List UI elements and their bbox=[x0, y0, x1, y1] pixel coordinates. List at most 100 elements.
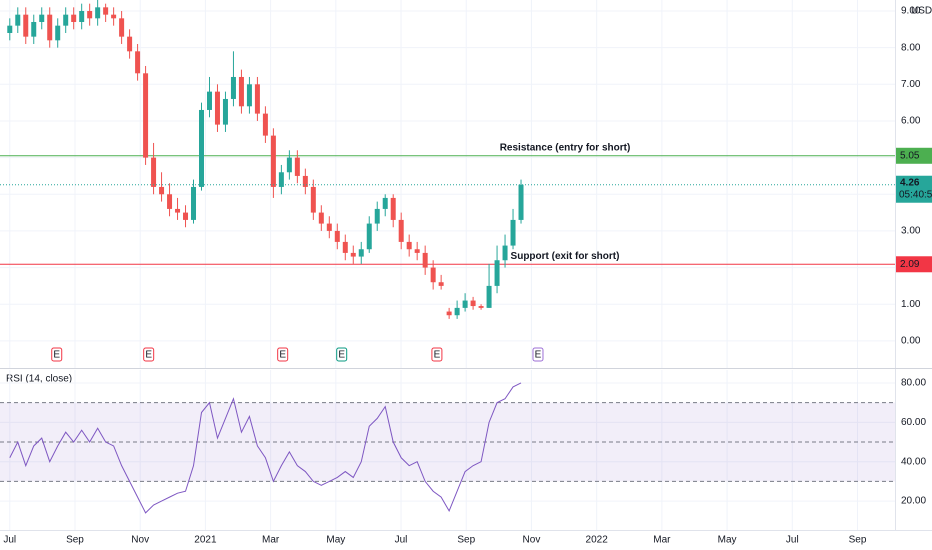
candle-body bbox=[135, 51, 141, 74]
event-label: E bbox=[434, 350, 441, 361]
candle-body bbox=[342, 241, 348, 253]
candle-body bbox=[430, 267, 436, 283]
candle-body bbox=[278, 172, 284, 187]
currency-label: USD bbox=[911, 6, 932, 17]
candle-body bbox=[87, 10, 93, 19]
price-tag-label: 2.09 bbox=[900, 259, 920, 270]
line-annotation: Resistance (entry for short) bbox=[500, 142, 631, 153]
candle-body bbox=[79, 10, 85, 22]
candle-body bbox=[270, 135, 276, 187]
countdown: 05:40:54 bbox=[899, 189, 932, 200]
line-annotation: Support (exit for short) bbox=[511, 251, 620, 262]
x-tick-label: 2021 bbox=[194, 535, 217, 546]
candle-body bbox=[222, 98, 228, 125]
rsi-tick-label: 60.00 bbox=[901, 417, 926, 428]
candle-body bbox=[191, 186, 197, 220]
candle-body bbox=[286, 157, 292, 173]
event-label: E bbox=[279, 350, 286, 361]
candle-body bbox=[470, 300, 476, 307]
candle-body bbox=[334, 230, 340, 242]
candle-body bbox=[254, 84, 260, 114]
y-tick-label: 6.00 bbox=[901, 116, 921, 127]
event-marker bbox=[532, 347, 544, 362]
price-tag-label: 5.05 bbox=[900, 150, 920, 161]
candle-body bbox=[294, 157, 300, 176]
candle-body bbox=[414, 249, 420, 253]
x-tick-label: Sep bbox=[457, 535, 475, 546]
candle-body bbox=[262, 113, 268, 136]
x-tick-label: 2022 bbox=[586, 535, 609, 546]
y-tick-label: 7.00 bbox=[901, 79, 921, 90]
candle-body bbox=[23, 14, 29, 37]
x-tick-label: May bbox=[718, 535, 737, 546]
candle-body bbox=[39, 14, 45, 22]
price-tag bbox=[896, 256, 932, 273]
candle-body bbox=[238, 76, 244, 107]
rsi-tick-label: 20.00 bbox=[901, 496, 926, 507]
candle-body bbox=[446, 311, 452, 316]
candle-body bbox=[326, 223, 332, 231]
candle-body bbox=[318, 212, 324, 224]
candle-body bbox=[111, 14, 117, 19]
price-tag bbox=[896, 147, 932, 164]
candle-body bbox=[510, 219, 516, 246]
candle-body bbox=[454, 307, 460, 316]
candle-body bbox=[230, 76, 236, 99]
last-price-label: 4.26 bbox=[900, 177, 920, 188]
x-tick-label: Sep bbox=[66, 535, 84, 546]
event-marker bbox=[143, 347, 155, 362]
y-tick-label: 8.00 bbox=[901, 42, 921, 53]
candle-body bbox=[478, 306, 484, 308]
candle-body bbox=[167, 194, 173, 209]
x-tick-label: Jul bbox=[395, 535, 408, 546]
candle-body bbox=[95, 7, 101, 19]
y-tick-label: 9.00 bbox=[901, 6, 921, 17]
x-tick-label: Jul bbox=[3, 535, 16, 546]
candle-body bbox=[438, 282, 444, 286]
x-tick-label: Nov bbox=[131, 535, 149, 546]
candle-body bbox=[302, 175, 308, 187]
candle-body bbox=[502, 245, 508, 261]
x-tick-label: May bbox=[326, 535, 345, 546]
x-tick-label: Nov bbox=[523, 535, 541, 546]
candle-body bbox=[31, 21, 37, 37]
candle-body bbox=[55, 25, 61, 41]
candle-body bbox=[366, 223, 372, 250]
candle-body bbox=[246, 84, 252, 107]
candle-body bbox=[159, 186, 165, 195]
event-label: E bbox=[53, 350, 60, 361]
x-tick-label: Mar bbox=[262, 535, 280, 546]
event-marker bbox=[336, 347, 348, 362]
candle-body bbox=[198, 109, 204, 187]
candle-body bbox=[422, 252, 428, 268]
candle-body bbox=[462, 300, 468, 308]
candle-body bbox=[374, 208, 380, 224]
candle-body bbox=[214, 91, 220, 125]
candle-body bbox=[151, 157, 157, 187]
candle-body bbox=[175, 208, 181, 213]
price-tag bbox=[896, 175, 932, 203]
x-tick-label: Jul bbox=[786, 535, 799, 546]
candle-body bbox=[382, 197, 388, 209]
event-label: E bbox=[145, 350, 152, 361]
candle-body bbox=[406, 241, 412, 250]
candle-body bbox=[7, 25, 13, 33]
candle-body bbox=[63, 14, 69, 26]
rsi-tick-label: 80.00 bbox=[901, 378, 926, 389]
candle-body bbox=[183, 212, 189, 220]
event-label: E bbox=[338, 350, 345, 361]
event-label: E bbox=[535, 350, 542, 361]
event-marker bbox=[51, 347, 63, 362]
candle-body bbox=[47, 14, 53, 41]
rsi-tick-label: 40.00 bbox=[901, 456, 926, 467]
candle-body bbox=[494, 260, 500, 286]
y-tick-label: 0.00 bbox=[901, 336, 921, 347]
x-tick-label: Mar bbox=[653, 535, 671, 546]
candle-body bbox=[71, 14, 77, 22]
candle-body bbox=[398, 219, 404, 242]
candle-body bbox=[518, 184, 524, 220]
y-tick-label: 1.00 bbox=[901, 299, 921, 310]
event-marker bbox=[277, 347, 289, 362]
candle-body bbox=[350, 252, 356, 257]
